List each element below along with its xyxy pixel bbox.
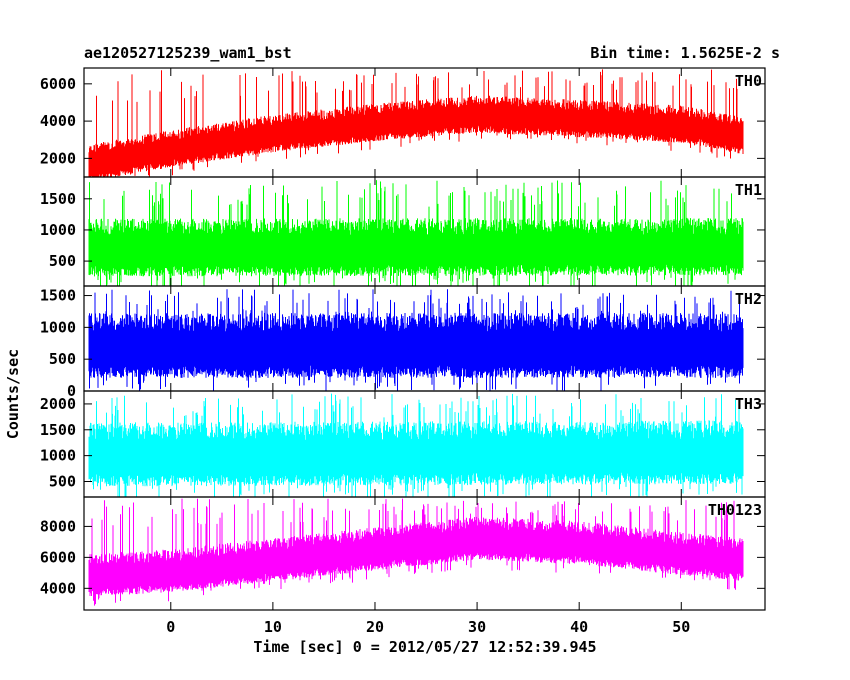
- y-tick-label-th1: 1000: [40, 221, 76, 239]
- x-tick-label: 10: [264, 618, 282, 636]
- y-tick-label-th3: 1000: [40, 447, 76, 465]
- y-tick-label-th2: 1000: [40, 318, 76, 336]
- panel-label-th1: TH1: [735, 181, 762, 199]
- series-th0: [88, 69, 744, 177]
- y-tick-label-th1: 500: [49, 252, 76, 270]
- y-tick-label-th0: 4000: [40, 112, 76, 130]
- panel-label-th2: TH2: [735, 290, 762, 308]
- x-tick-label: 50: [672, 618, 690, 636]
- y-tick-label-th3: 2000: [40, 395, 76, 413]
- chart-title: ae120527125239_wam1_bst: [84, 44, 292, 62]
- series-th3: [88, 393, 744, 497]
- series-th2: [88, 289, 744, 391]
- series-th1: [88, 180, 744, 286]
- panel-label-th0123: TH0123: [708, 501, 762, 519]
- y-tick-label-th3: 1500: [40, 421, 76, 439]
- y-tick-label-th0123: 6000: [40, 548, 76, 566]
- y-tick-label-th0: 6000: [40, 75, 76, 93]
- panel-frame-th0123: [83, 496, 766, 611]
- panel-label-th0: TH0: [735, 72, 762, 90]
- x-tick-label: 40: [570, 618, 588, 636]
- x-tick-label: 30: [468, 618, 486, 636]
- panel-label-th3: TH3: [735, 395, 762, 413]
- x-tick-label: 20: [366, 618, 384, 636]
- y-tick-label-th2: 0: [67, 382, 76, 400]
- y-tick-label-th2: 500: [49, 350, 76, 368]
- y-tick-label-th2: 1500: [40, 287, 76, 305]
- y-tick-label-th1: 1500: [40, 190, 76, 208]
- series-th0123: [88, 498, 744, 606]
- y-tick-label-th0123: 4000: [40, 579, 76, 597]
- y-tick-label-th3: 500: [49, 472, 76, 490]
- y-tick-label-th0: 2000: [40, 149, 76, 167]
- bin-time-label: Bin time: 1.5625E-2 s: [590, 44, 780, 62]
- x-axis-label: Time [sec] 0 = 2012/05/27 12:52:39.945: [253, 638, 597, 656]
- x-tick-label: 0: [166, 618, 175, 636]
- y-tick-label-th0123: 8000: [40, 517, 76, 535]
